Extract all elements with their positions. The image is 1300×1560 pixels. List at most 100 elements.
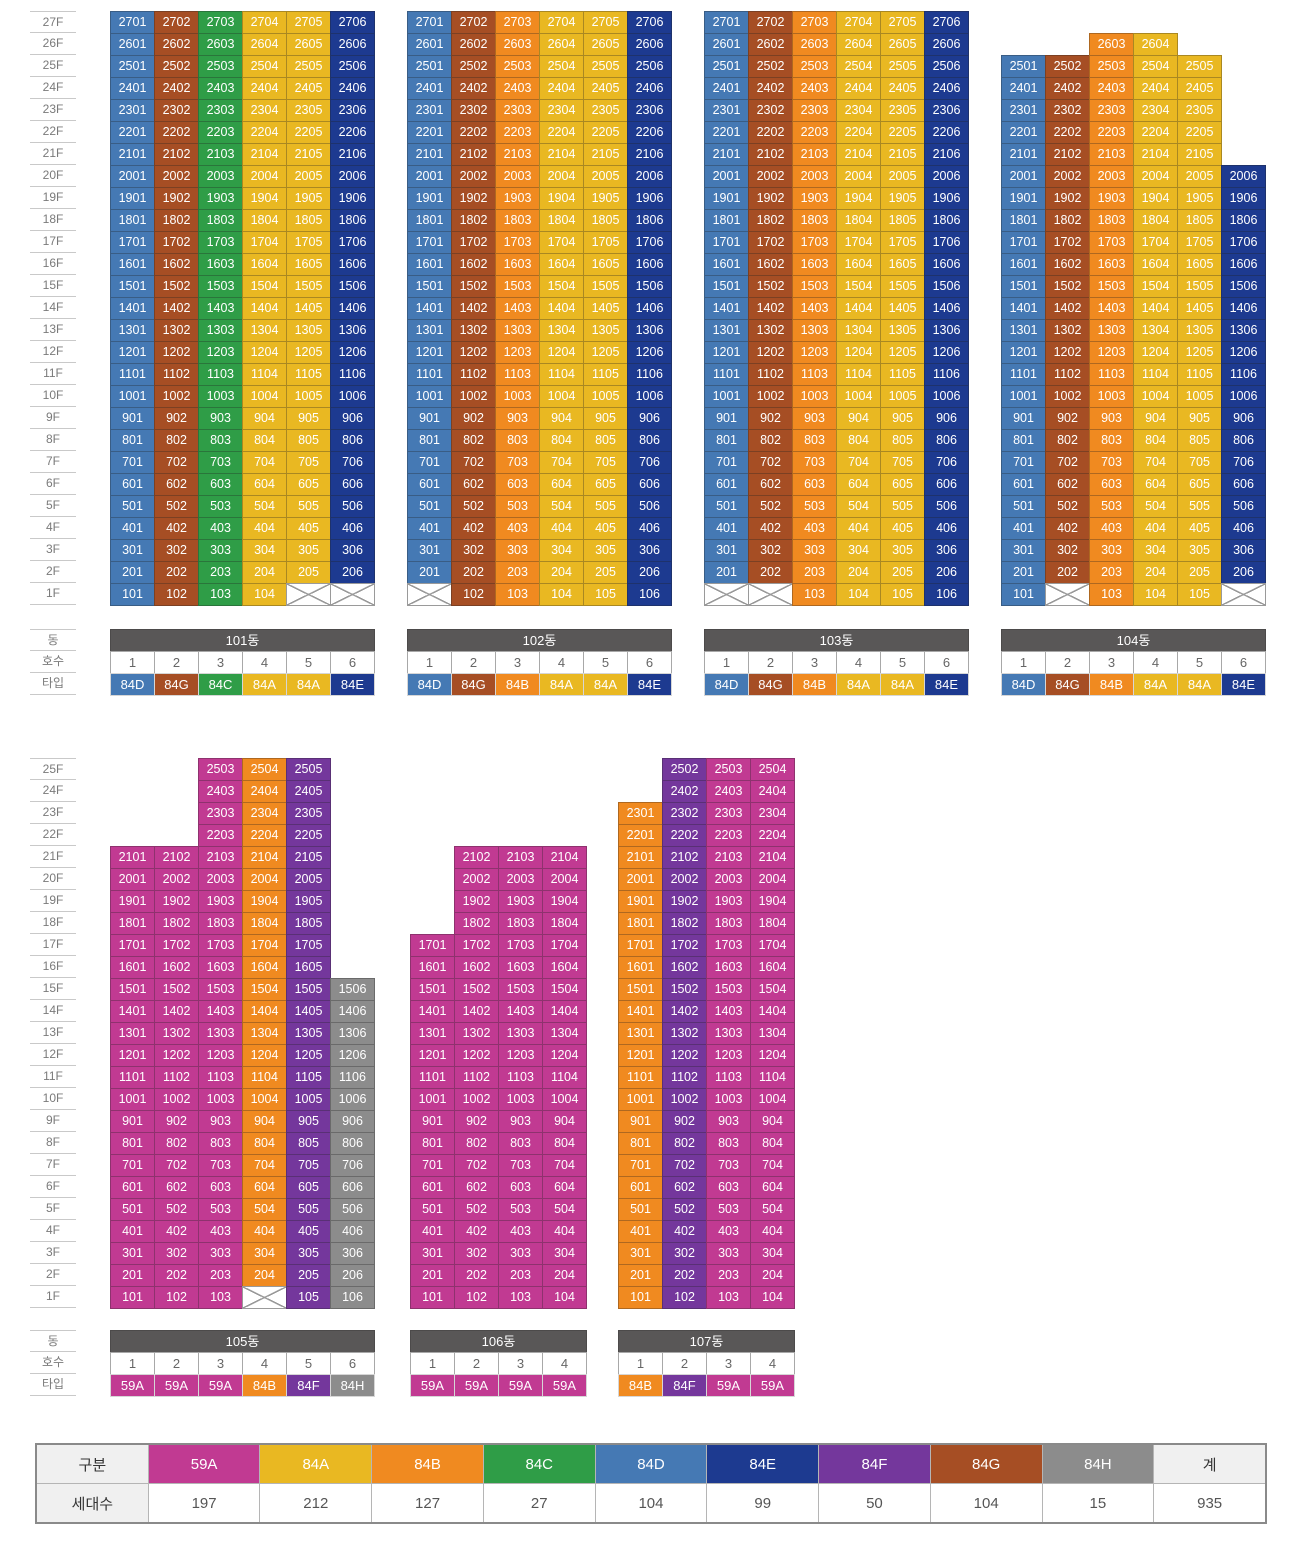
unit-cell: 503 bbox=[1089, 495, 1134, 518]
unit-cell: 1705 bbox=[583, 231, 628, 254]
unit-cell: 803 bbox=[1089, 429, 1134, 452]
unit-cell: 202 bbox=[154, 1264, 199, 1287]
unit-cell: 502 bbox=[451, 495, 496, 518]
line-number-cell: 5 bbox=[583, 651, 628, 674]
line-number-cell: 1 bbox=[618, 1352, 663, 1375]
unit-cell: 1502 bbox=[154, 978, 199, 1001]
unit-cell: 1904 bbox=[542, 890, 587, 913]
unit-cell: 2402 bbox=[1045, 77, 1090, 100]
unit-cell: 2004 bbox=[1133, 165, 1178, 188]
unit-cell: 704 bbox=[242, 1154, 287, 1177]
unit-cell: 303 bbox=[706, 1242, 751, 1265]
unit-cell: 401 bbox=[110, 517, 155, 540]
unit-cell: 2402 bbox=[748, 77, 793, 100]
unit-cell: 902 bbox=[1045, 407, 1090, 430]
unit-cell: 905 bbox=[880, 407, 925, 430]
unit-cell: 1301 bbox=[110, 319, 155, 342]
unit-cell: 501 bbox=[110, 495, 155, 518]
unit-cell: 2603 bbox=[792, 33, 837, 56]
unit-cell: 705 bbox=[286, 451, 331, 474]
unit-cell: 504 bbox=[242, 495, 287, 518]
unit-cell: 2002 bbox=[1045, 165, 1090, 188]
unit-cell: 106 bbox=[330, 1286, 375, 1309]
unit-cell: 1306 bbox=[330, 1022, 375, 1045]
unit-cell: 1005 bbox=[1177, 385, 1222, 408]
floor-label: 13F bbox=[30, 319, 76, 341]
unit-cell: 2303 bbox=[1089, 99, 1134, 122]
unit-cell: 203 bbox=[198, 561, 243, 584]
unit-cell: 1801 bbox=[1001, 209, 1046, 232]
unit-cell: 2604 bbox=[539, 33, 584, 56]
unit-cell: 2301 bbox=[1001, 99, 1046, 122]
unit-cell: 1701 bbox=[410, 934, 455, 957]
unit-cell: 1302 bbox=[154, 319, 199, 342]
line-type-cell: 84D bbox=[110, 673, 155, 696]
unit-cell: 1202 bbox=[154, 1044, 199, 1067]
unit-cell: 1703 bbox=[792, 231, 837, 254]
line-number-cell: 5 bbox=[1177, 651, 1222, 674]
unit-cell: 103 bbox=[706, 1286, 751, 1309]
unit-cell: 1005 bbox=[880, 385, 925, 408]
line-number-cell: 2 bbox=[454, 1352, 499, 1375]
unit-cell: 203 bbox=[792, 561, 837, 584]
unit-cell: 1506 bbox=[330, 275, 375, 298]
unit-cell: 1902 bbox=[1045, 187, 1090, 210]
unit-cell: 502 bbox=[154, 495, 199, 518]
unit-cell: 302 bbox=[662, 1242, 707, 1265]
unit-cell: 1206 bbox=[330, 341, 375, 364]
unit-cell: 2204 bbox=[539, 121, 584, 144]
building-grid: 2101 2001 1901 1801 1701 1601 1501 1401 1301 1201… bbox=[110, 758, 375, 1309]
unit-cell: 401 bbox=[1001, 517, 1046, 540]
unit-cell: 1402 bbox=[154, 1000, 199, 1023]
unit-cell: 2405 bbox=[583, 77, 628, 100]
unit-cell: 801 bbox=[407, 429, 452, 452]
unit-cell: 1203 bbox=[498, 1044, 543, 1067]
unit-cell: 204 bbox=[836, 561, 881, 584]
floor-label: 10F bbox=[30, 385, 76, 407]
floor-label: 4F bbox=[30, 1220, 76, 1242]
unit-cell: 404 bbox=[542, 1220, 587, 1243]
unit-cell: 603 bbox=[498, 1176, 543, 1199]
floor-label: 6F bbox=[30, 473, 76, 495]
unit-cell: 1202 bbox=[451, 341, 496, 364]
unit-cell: 303 bbox=[1089, 539, 1134, 562]
unit-cell: 205 bbox=[583, 561, 628, 584]
unit-cell: 2504 bbox=[242, 758, 287, 781]
line-number-cell: 1 bbox=[110, 651, 155, 674]
unit-cell: 2004 bbox=[242, 868, 287, 891]
line-type-cell: 84B bbox=[1089, 673, 1134, 696]
unit-cell: 305 bbox=[880, 539, 925, 562]
unit-cell: 2601 bbox=[704, 33, 749, 56]
unit-cell: 2003 bbox=[706, 868, 751, 891]
unit-cell: 2003 bbox=[495, 165, 540, 188]
unit-cell: 2101 bbox=[407, 143, 452, 166]
unit-cell: 1202 bbox=[662, 1044, 707, 1067]
unit-cell: 406 bbox=[627, 517, 672, 540]
unit-cell: 2305 bbox=[880, 99, 925, 122]
legend-type-header: 84H bbox=[1042, 1445, 1154, 1483]
legend-count-value: 15 bbox=[1042, 1484, 1154, 1522]
unit-cell: 2602 bbox=[748, 33, 793, 56]
unit-cell: 1701 bbox=[110, 231, 155, 254]
unit-cell: 206 bbox=[1221, 561, 1266, 584]
unit-cell: 1203 bbox=[1089, 341, 1134, 364]
line-type-cell: 59A bbox=[198, 1374, 243, 1397]
unit-cell: 1104 bbox=[836, 363, 881, 386]
unit-cell: 1302 bbox=[154, 1022, 199, 1045]
unit-cell: 1302 bbox=[451, 319, 496, 342]
unit-cell: 1502 bbox=[154, 275, 199, 298]
unit-cell: 702 bbox=[662, 1154, 707, 1177]
unit-cell: 204 bbox=[750, 1264, 795, 1287]
unit-cell: 1701 bbox=[407, 231, 452, 254]
unit-cell: 2104 bbox=[1133, 143, 1178, 166]
unit-cell: 1102 bbox=[662, 1066, 707, 1089]
unit-cell: 802 bbox=[1045, 429, 1090, 452]
unit-cell: 603 bbox=[792, 473, 837, 496]
unit-cell: 703 bbox=[198, 1154, 243, 1177]
unit-cell: 701 bbox=[1001, 451, 1046, 474]
unit-cell: 1503 bbox=[498, 978, 543, 1001]
building-grid: 2701 2601 2501 2401 2301 2201 2101 2001 1901 1801… bbox=[704, 11, 969, 606]
unit-cell: 1105 bbox=[286, 1066, 331, 1089]
